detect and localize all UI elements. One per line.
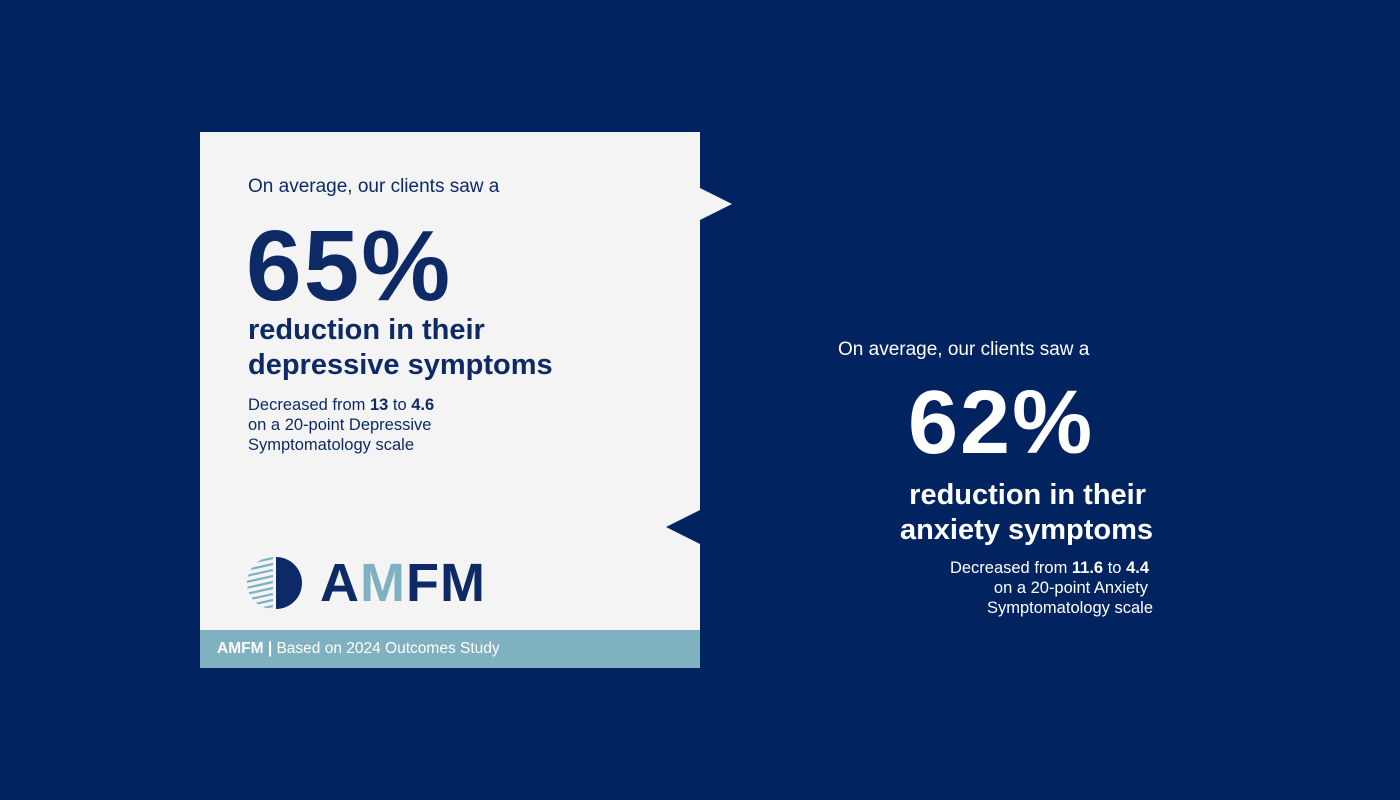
detail-line-1: Decreased from 13 to 4.6 — [248, 396, 435, 414]
footer-text: Based on 2024 Outcomes Study — [276, 640, 500, 657]
detail-text: Decreased from 13 to 4.6 on a 20-point D… — [248, 395, 434, 455]
logo-wordmark: AMFM — [320, 553, 486, 613]
right-headline-line-1: reduction in their — [909, 479, 1146, 511]
speech-notch-right — [700, 188, 732, 220]
intro-text: On average, our clients saw a — [248, 176, 500, 197]
right-headline-line-2: anxiety symptoms — [899, 514, 1153, 546]
footer-brand: AMFM — [217, 640, 264, 657]
footer-separator: | — [267, 640, 273, 657]
speech-notch-left — [666, 510, 700, 544]
detail-line-2: on a 20-point Depressive — [248, 416, 432, 434]
right-detail-line-1: Decreased from 11.6 to 4.4 — [949, 559, 1149, 577]
headline: reduction in their depressive symptoms — [248, 313, 553, 383]
right-intro-text: On average, our clients saw a — [838, 339, 1090, 360]
headline-line-1: reduction in their — [248, 314, 485, 346]
logo-circle-icon — [247, 557, 302, 609]
amfm-logo: AMFM — [246, 552, 486, 614]
detail-line-3: Symptomatology scale — [248, 436, 414, 454]
depression-stat-card: On average, our clients saw a 65% reduct… — [200, 132, 700, 668]
source-footer: AMFM | Based on 2024 Outcomes Study — [200, 630, 700, 668]
right-headline: reduction in their anxiety symptoms — [850, 478, 1153, 548]
right-percent-stat: 62% — [908, 373, 1095, 473]
right-detail-line-3: Symptomatology scale — [987, 599, 1153, 617]
right-detail-text: Decreased from 11.6 to 4.4 on a 20-point… — [853, 558, 1153, 618]
percent-stat: 65% — [246, 210, 453, 322]
right-detail-line-2: on a 20-point Anxiety — [993, 579, 1148, 597]
headline-line-2: depressive symptoms — [248, 349, 553, 381]
